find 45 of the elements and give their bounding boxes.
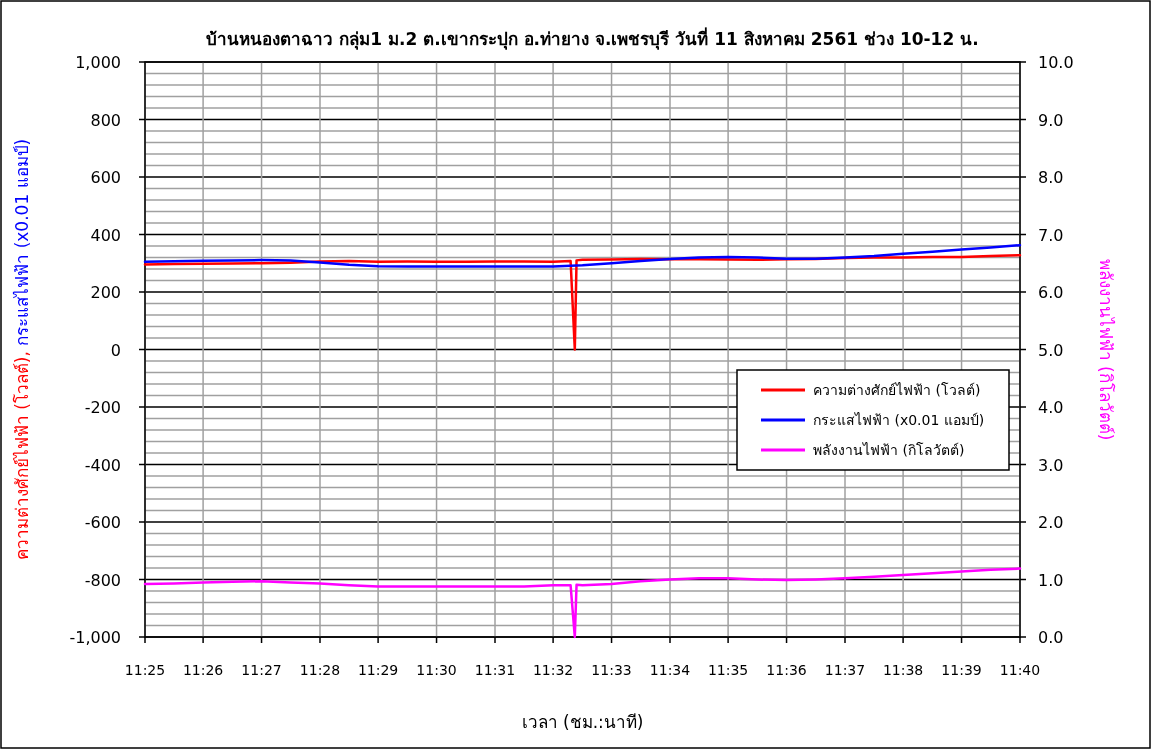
x-tick-label: 11:25 [124,662,166,678]
x-tick-label: 11:36 [766,662,807,678]
legend-label: กระแสไฟฟ้า (x0.01 แอมป์) [813,412,985,428]
x-tick-label: 11:39 [941,662,982,678]
x-tick-label: 11:26 [182,662,224,678]
y2-axis-title: พลังงานไฟฟ้า (กิโลวัตต์) [1096,258,1116,441]
x-tick-label: 11:30 [416,662,457,678]
y2-tick-label: 8.0 [1038,168,1064,187]
x-axis-title: เวลา (ชม.:นาที) [521,712,644,732]
x-tick-label: 11:32 [532,662,574,678]
y-axis-title: ความต่างศักย์ไฟฟ้า (โวลต์), กระแสไฟฟ้า (x0.01 แอมป์) [12,138,32,561]
y2-tick-label: 1.0 [1038,570,1064,590]
legend-label: ความต่างศักย์ไฟฟ้า (โวลต์) [813,382,981,398]
y2-tick-label: 4.0 [1038,398,1064,417]
y-tick-label: -400 [84,455,121,475]
x-tick-label: 11:29 [357,662,399,678]
y-tick-label: 800 [90,110,121,130]
y2-tick-label: 10.0 [1038,53,1074,72]
y2-tick-label: 6.0 [1038,283,1064,302]
x-tick-label: 11:31 [474,662,516,678]
x-tick-label: 11:40 [999,662,1041,678]
y2-tick-label: 5.0 [1038,340,1064,360]
x-tick-label: 11:38 [882,662,924,678]
y-tick-label: -600 [84,513,121,532]
y-tick-label: 1,000 [75,53,121,72]
y-tick-label: 200 [90,283,121,302]
y-tick-label: -200 [84,398,121,417]
y-tick-label: -800 [84,570,121,590]
y-tick-label: 600 [90,168,121,187]
y-tick-label: 0 [110,340,121,360]
x-tick-label: 11:37 [824,662,866,678]
x-tick-label: 11:28 [299,662,341,678]
x-tick-label: 11:27 [241,662,282,678]
x-tick-label: 11:33 [591,662,632,678]
x-tick-label: 11:35 [707,662,749,678]
y-tick-label: -1,000 [69,628,121,647]
legend-label: พลังงานไฟฟ้า (กิโลวัตต์) [813,442,965,458]
y2-tick-label: 0.0 [1038,628,1064,647]
x-tick-label: 11:34 [649,662,691,678]
chart-title: บ้านหนองตาฉาว กลุ่ม1 ม.2 ต.เขากระปุก อ.ท่ายาง จ.เพชรบุรี วันที่ 11 สิงหาคม 2561 ช่วง 10-12 น. [206,27,979,50]
y2-tick-label: 3.0 [1038,455,1064,475]
y2-tick-label: 9.0 [1038,110,1064,130]
y2-tick-label: 7.0 [1038,225,1064,245]
y-tick-label: 400 [90,225,121,245]
y2-tick-label: 2.0 [1038,513,1064,532]
